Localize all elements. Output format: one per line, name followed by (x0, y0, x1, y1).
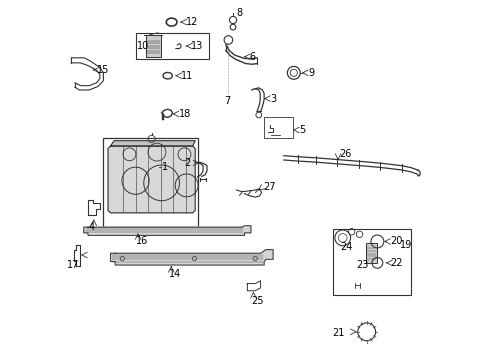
Text: 25: 25 (250, 296, 263, 306)
Polygon shape (110, 249, 272, 265)
Text: 24: 24 (340, 242, 352, 252)
Text: 10: 10 (136, 41, 148, 51)
Bar (332, 229, 410, 295)
Text: 26: 26 (339, 149, 351, 159)
Text: 19: 19 (399, 240, 411, 250)
Polygon shape (83, 226, 250, 235)
Text: 13: 13 (190, 41, 203, 51)
Text: 15: 15 (97, 65, 109, 75)
Bar (365, 243, 376, 263)
Text: 16: 16 (136, 236, 148, 246)
Text: 14: 14 (169, 269, 181, 279)
Text: 17: 17 (66, 260, 79, 270)
Text: 23: 23 (355, 260, 367, 270)
Text: 4: 4 (88, 222, 95, 232)
Polygon shape (110, 141, 195, 146)
Text: 3: 3 (270, 94, 276, 104)
Text: 6: 6 (249, 52, 255, 62)
Text: 20: 20 (389, 237, 402, 247)
Text: 21: 21 (331, 328, 344, 338)
Text: 27: 27 (263, 182, 275, 192)
Text: 5: 5 (298, 125, 305, 135)
Text: 8: 8 (236, 8, 242, 18)
Text: 22: 22 (389, 258, 402, 268)
Bar (103, 138, 198, 227)
Text: 9: 9 (308, 68, 314, 78)
Bar (146, 35, 160, 57)
Text: 11: 11 (181, 71, 193, 81)
Bar (135, 33, 208, 59)
Text: 12: 12 (185, 17, 198, 27)
Text: 18: 18 (179, 109, 191, 119)
Polygon shape (108, 146, 195, 213)
Text: 2: 2 (183, 158, 190, 168)
Bar (264, 117, 292, 138)
Text: 7: 7 (224, 96, 229, 107)
Text: 1: 1 (162, 162, 167, 172)
